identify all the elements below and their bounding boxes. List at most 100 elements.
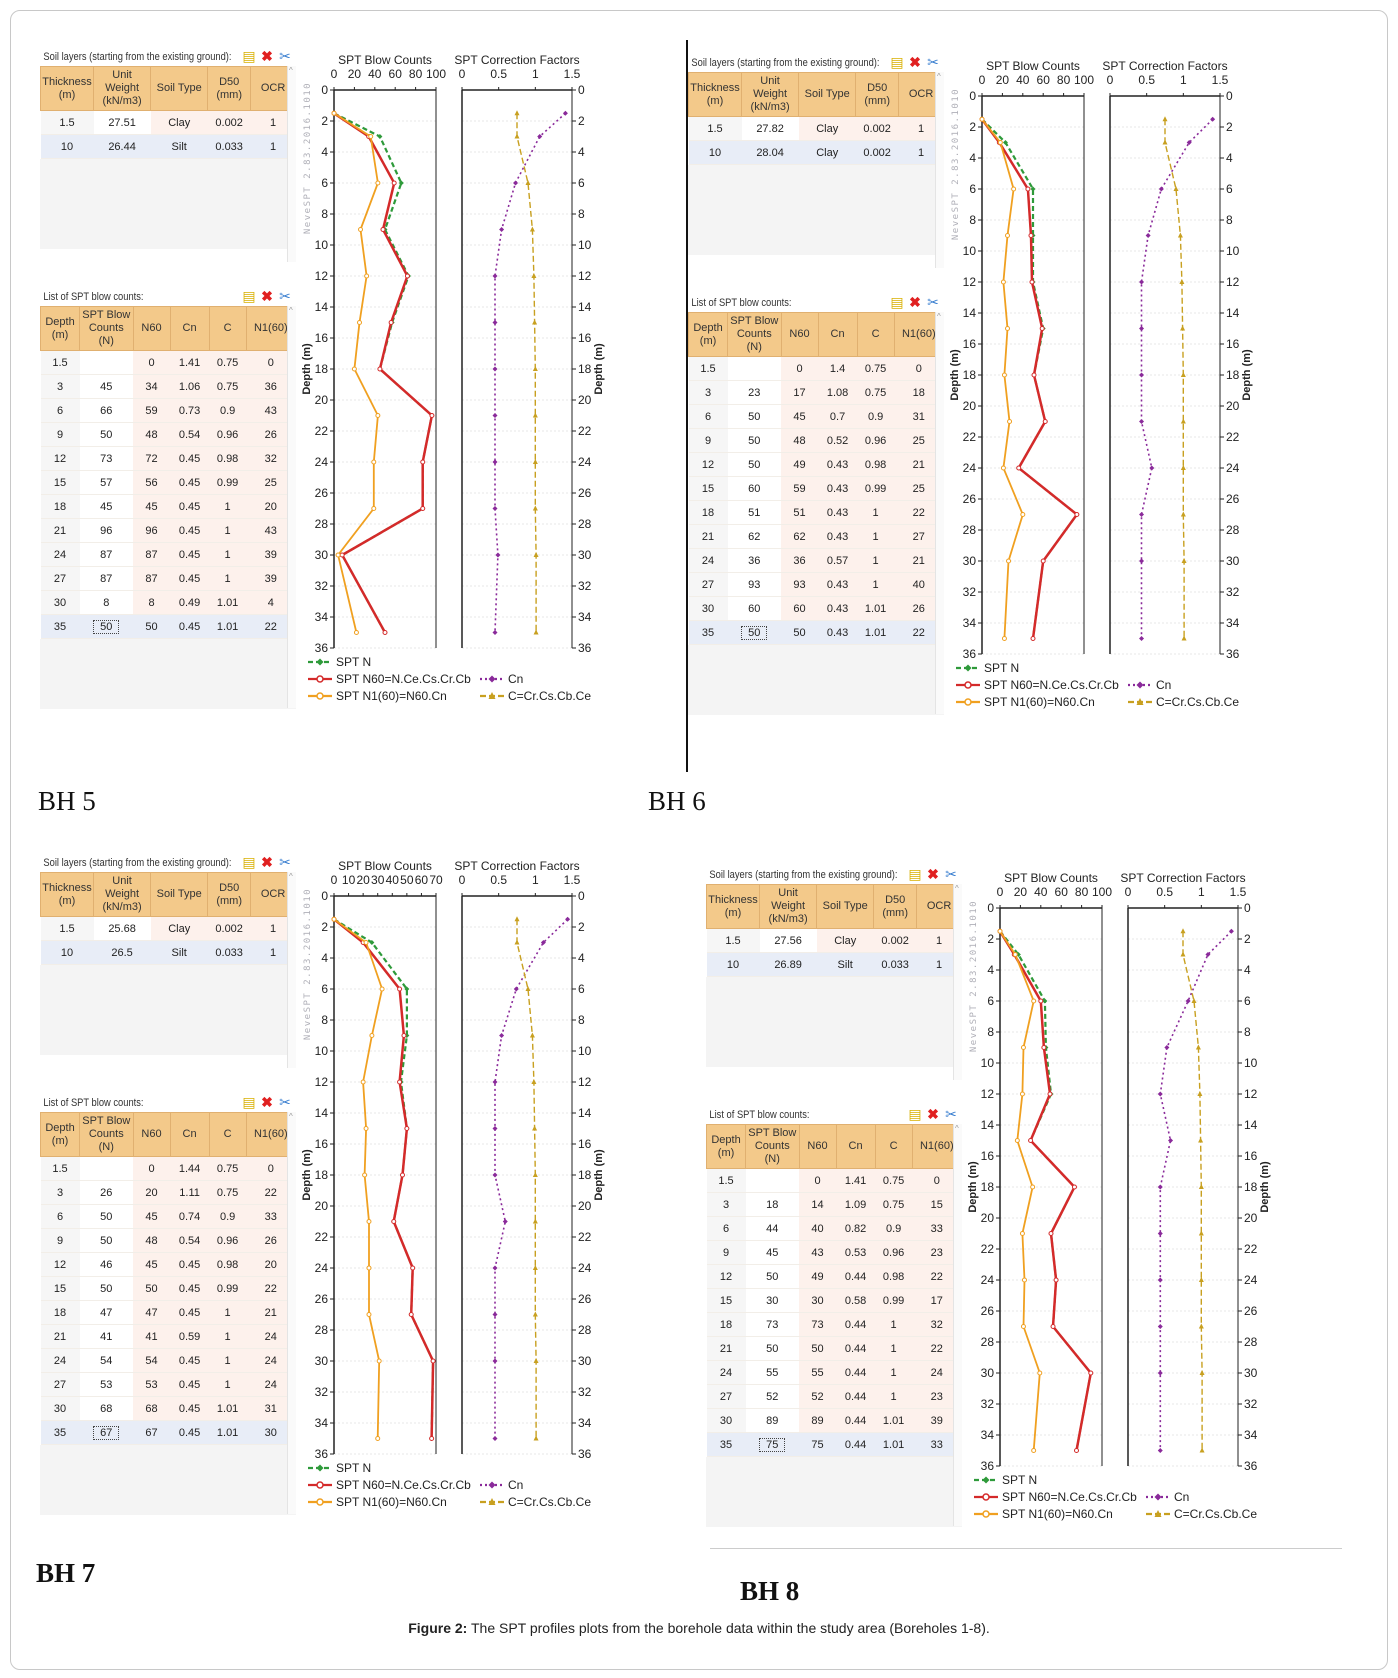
- table-row[interactable]: 30 8 8 0.49 1.01 4: [40, 590, 296, 615]
- table-row[interactable]: 10 26.5 Silt 0.033 1: [40, 940, 296, 965]
- table-cell[interactable]: 30: [40, 1396, 80, 1421]
- table-row[interactable]: 24 87 87 0.45 1 39: [40, 542, 296, 567]
- column-header[interactable]: Thickness (m): [39, 66, 95, 111]
- table-cell[interactable]: 1.5: [40, 110, 94, 135]
- table-cell[interactable]: 50: [781, 620, 819, 645]
- table-cell[interactable]: 1: [209, 518, 247, 543]
- edit-icon[interactable]: ✂: [279, 288, 291, 304]
- table-row[interactable]: 35 75 75 0.44 1.01 33: [706, 1432, 962, 1457]
- table-cell[interactable]: 0.75: [857, 380, 895, 405]
- table-cell[interactable]: 46: [79, 1252, 134, 1277]
- table-cell[interactable]: 50: [727, 452, 782, 477]
- table-cell[interactable]: 27.51: [93, 110, 151, 135]
- table-cell[interactable]: [79, 350, 134, 375]
- edit-icon[interactable]: ✂: [279, 1094, 291, 1110]
- table-cell[interactable]: 53: [79, 1372, 134, 1397]
- table-cell[interactable]: 73: [799, 1312, 837, 1337]
- table-cell[interactable]: 23: [727, 380, 782, 405]
- table-cell[interactable]: 12: [40, 446, 80, 471]
- table-cell[interactable]: 1.01: [209, 590, 247, 615]
- table-cell[interactable]: 0.44: [836, 1264, 876, 1289]
- table-row[interactable]: 1.5 27.82 Clay 0.002 1: [688, 116, 944, 141]
- table-cell[interactable]: 0.033: [873, 952, 917, 977]
- table-cell[interactable]: 15: [40, 470, 80, 495]
- table-row[interactable]: 27 53 53 0.45 1 24: [40, 1372, 296, 1397]
- table-cell[interactable]: Clay: [150, 916, 208, 941]
- table-cell[interactable]: 0.45: [170, 1348, 210, 1373]
- table-cell[interactable]: 89: [799, 1408, 837, 1433]
- table-cell[interactable]: 45: [133, 1252, 171, 1277]
- table-cell[interactable]: 0: [133, 350, 171, 375]
- table-cell[interactable]: 1: [209, 542, 247, 567]
- vertical-scrollbar[interactable]: [935, 312, 944, 714]
- table-cell[interactable]: 0.43: [818, 596, 858, 621]
- column-header[interactable]: Soil Type: [798, 72, 857, 117]
- table-cell[interactable]: 50: [745, 1336, 800, 1361]
- table-cell[interactable]: 1.4: [818, 356, 858, 381]
- table-cell[interactable]: 21: [688, 524, 728, 549]
- table-cell[interactable]: 1.01: [857, 596, 895, 621]
- table-cell[interactable]: 27.56: [759, 928, 817, 953]
- table-cell[interactable]: 24: [40, 1348, 80, 1373]
- table-cell[interactable]: 0.58: [836, 1288, 876, 1313]
- column-header[interactable]: D50 (mm): [873, 884, 918, 929]
- table-cell[interactable]: 10: [40, 940, 94, 965]
- table-row[interactable]: 35 50 50 0.45 1.01 22: [40, 614, 296, 639]
- table-cell[interactable]: 0.45: [170, 470, 210, 495]
- table-cell[interactable]: 0.43: [818, 476, 858, 501]
- table-row[interactable]: 9 50 48 0.54 0.96 26: [40, 1228, 296, 1253]
- folder-icon[interactable]: ▤: [908, 1106, 922, 1122]
- table-cell[interactable]: 62: [781, 524, 819, 549]
- table-cell[interactable]: 0.44: [836, 1432, 876, 1457]
- table-cell[interactable]: 1.01: [209, 1420, 247, 1445]
- table-cell[interactable]: 1: [857, 500, 895, 525]
- table-cell[interactable]: 0.44: [836, 1408, 876, 1433]
- table-cell[interactable]: 18: [40, 494, 80, 519]
- column-header[interactable]: Soil Type: [150, 66, 209, 111]
- table-cell[interactable]: 60: [781, 596, 819, 621]
- table-cell[interactable]: 0: [799, 1168, 837, 1193]
- table-cell[interactable]: 62: [727, 524, 782, 549]
- delete-icon[interactable]: ✖: [261, 288, 273, 304]
- delete-icon[interactable]: ✖: [909, 54, 921, 70]
- table-cell[interactable]: 24: [40, 542, 80, 567]
- table-cell[interactable]: 15: [40, 1276, 80, 1301]
- table-row[interactable]: 18 51 51 0.43 1 22: [688, 500, 944, 525]
- table-cell[interactable]: 0: [133, 1156, 171, 1181]
- column-header[interactable]: Unit Weight (kN/m3): [93, 872, 152, 917]
- table-cell[interactable]: Clay: [816, 928, 874, 953]
- table-cell[interactable]: 6: [688, 404, 728, 429]
- table-row[interactable]: 6 50 45 0.74 0.9 33: [40, 1204, 296, 1229]
- table-cell[interactable]: 0.43: [818, 452, 858, 477]
- table-row[interactable]: 9 45 43 0.53 0.96 23: [706, 1240, 962, 1265]
- table-cell[interactable]: 45: [133, 494, 171, 519]
- edit-icon[interactable]: ✂: [279, 48, 291, 64]
- table-cell[interactable]: 30: [745, 1288, 800, 1313]
- column-header[interactable]: N60: [780, 312, 819, 357]
- table-cell[interactable]: 0.43: [818, 620, 858, 645]
- column-header[interactable]: Depth (m): [39, 1112, 81, 1157]
- table-cell[interactable]: 1: [209, 566, 247, 591]
- table-cell[interactable]: 35: [688, 620, 728, 645]
- table-row[interactable]: 12 50 49 0.43 0.98 21: [688, 452, 944, 477]
- table-cell[interactable]: 0.75: [209, 374, 247, 399]
- table-cell[interactable]: 1.41: [836, 1168, 876, 1193]
- column-header[interactable]: N60: [798, 1124, 837, 1169]
- table-cell[interactable]: 47: [79, 1300, 134, 1325]
- table-cell[interactable]: 0.99: [857, 476, 895, 501]
- table-cell[interactable]: 1.5: [40, 350, 80, 375]
- column-header[interactable]: Cn: [835, 1124, 876, 1169]
- table-cell[interactable]: 3: [40, 1180, 80, 1205]
- table-row[interactable]: 27 87 87 0.45 1 39: [40, 566, 296, 591]
- table-cell[interactable]: 51: [781, 500, 819, 525]
- table-cell[interactable]: 45: [133, 1204, 171, 1229]
- table-cell[interactable]: 0.002: [855, 140, 899, 165]
- table-cell[interactable]: 0.75: [209, 350, 247, 375]
- table-cell[interactable]: 9: [706, 1240, 746, 1265]
- table-cell[interactable]: 96: [133, 518, 171, 543]
- table-cell[interactable]: 0.75: [875, 1192, 913, 1217]
- table-cell[interactable]: 0.45: [170, 1252, 210, 1277]
- table-cell[interactable]: 12: [40, 1252, 80, 1277]
- table-cell[interactable]: 50: [727, 428, 782, 453]
- table-cell[interactable]: 1: [857, 548, 895, 573]
